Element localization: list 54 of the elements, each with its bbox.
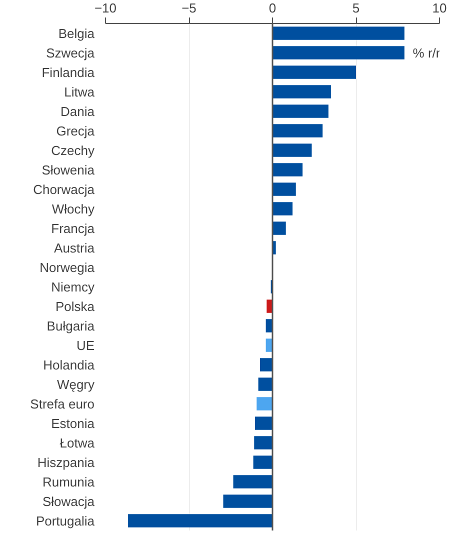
y-tick-label: Francja [51,220,96,236]
bar [254,436,272,450]
bar [258,378,272,391]
x-tick-label: −5 [182,0,196,16]
y-tick-label: Chorwacja [33,182,96,197]
y-tick-label: Norwegia [40,260,96,275]
y-tick-label: Szwecja [46,45,96,60]
bar [272,144,312,157]
y-tick-label: Polska [55,298,96,314]
bar [272,104,328,118]
bar [233,475,272,488]
bar [266,338,272,352]
bar [266,319,272,332]
y-tick-label: Belgia [58,26,96,41]
bar [260,358,272,372]
y-tick-label: Łotwa [60,435,96,450]
bar [272,46,404,60]
bar [272,85,331,98]
bar [272,222,286,235]
bar [272,26,404,40]
bar [253,456,272,469]
bar [272,163,303,176]
bar [256,397,272,410]
x-tick-label: 5 [352,0,360,16]
y-tick-label: Słowenia [42,162,96,178]
y-tick-label: Litwa [64,84,96,100]
y-tick-label: Grecja [56,123,96,138]
y-tick-label: Słowacja [42,494,96,509]
bar [254,416,272,430]
y-tick-label: Dania [60,104,96,119]
x-tick-label: 0 [268,0,276,16]
y-tick-label: UE [76,338,95,353]
y-tick-label: Niemcy [51,279,95,294]
y-tick-label: Holandia [43,357,96,372]
y-tick-label: Estonia [51,416,96,431]
y-tick-label: Czechy [51,142,95,158]
y-tick-label: Portugalia [36,513,96,528]
bar [272,124,323,138]
x-tick-label: −10 [94,0,117,16]
bar [223,494,272,508]
y-tick-label: Finlandia [42,64,96,80]
x-tick-label: 10 [432,0,447,16]
y-tick-label: Włochy [52,201,95,216]
bar [128,514,272,528]
y-tick-label: Węgry [56,376,95,392]
bar [272,182,296,196]
y-tick-label: Rumunia [42,474,96,490]
y-tick-label: Bułgaria [46,318,96,334]
y-tick-label: Austria [54,240,96,256]
y-tick-label: Hiszpania [37,454,96,470]
bar [272,202,293,216]
bar [272,66,356,79]
bar [266,300,272,313]
y-tick-label: Strefa euro [30,396,95,412]
